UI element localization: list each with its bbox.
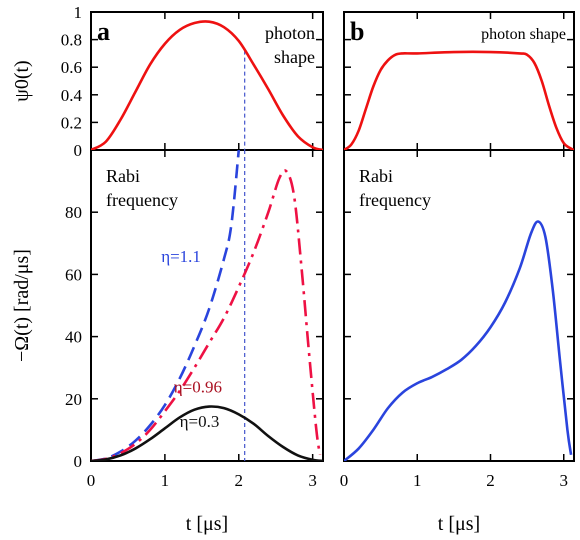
ytick-label: 80 [65, 203, 82, 222]
series-label: η=1.1 [161, 247, 201, 266]
ytick-label: 0 [74, 452, 83, 471]
annotation-text: frequency [106, 190, 178, 210]
ytick-label: 0.2 [61, 113, 82, 132]
panel-label: a [97, 17, 110, 46]
xtick-label: 3 [559, 471, 568, 490]
series-line-a-bottom-0 [91, 150, 241, 461]
ytick-label: 1 [74, 3, 83, 22]
ytick-label: 40 [65, 328, 82, 347]
ytick-label: 0.4 [61, 86, 83, 105]
annotation-text: shape [274, 47, 315, 67]
series-label: η=0.96 [174, 378, 222, 397]
x-axis-label: t [μs] [438, 513, 480, 535]
series-line-a-top-0 [91, 20, 323, 150]
series-line-a-bottom-1 [91, 169, 322, 461]
annotation-text: Rabi [106, 166, 140, 186]
ytick-label: 20 [65, 390, 82, 409]
xtick-label: 3 [308, 471, 317, 490]
panel-a-bottom-frame [90, 149, 324, 462]
xtick-label: 0 [340, 471, 349, 490]
annotation-text: frequency [359, 190, 431, 210]
y-axis-label: −Ω(t) [rad/μs] [11, 249, 33, 362]
panel-label: b [350, 17, 364, 46]
annotation-text: photon shape [481, 26, 566, 43]
annotation-text: photon [265, 23, 315, 43]
ytick-label: 60 [65, 265, 82, 284]
xtick-label: 2 [486, 471, 495, 490]
panel-b-bottom-frame [343, 149, 575, 462]
ytick-label: 0.8 [61, 31, 82, 50]
ytick-label: 0.6 [61, 58, 82, 77]
x-axis-label: t [μs] [186, 513, 228, 535]
xtick-label: 2 [235, 471, 244, 490]
series-line-a-bottom-2 [91, 405, 323, 461]
xtick-label: 1 [413, 471, 422, 490]
annotation-text: Rabi [359, 166, 393, 186]
xtick-label: 1 [161, 471, 170, 490]
series-line-b-bottom-0 [344, 220, 573, 461]
ytick-label: 0 [74, 141, 83, 160]
series-line-b-top-0 [344, 50, 574, 150]
series-label: η=0.3 [180, 412, 220, 431]
xtick-label: 0 [87, 471, 96, 490]
y-axis-label: ψ0(t) [11, 60, 33, 101]
